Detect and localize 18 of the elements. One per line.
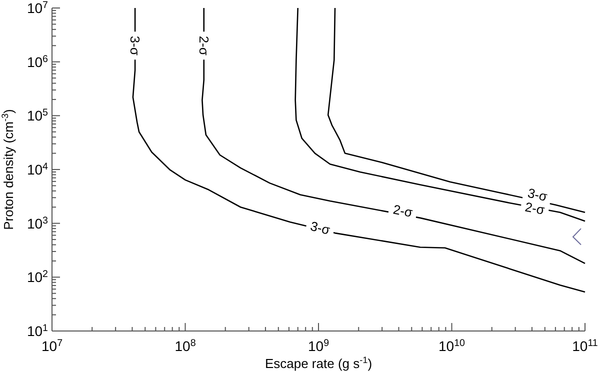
annotation: 3-σ	[308, 218, 332, 238]
x-tick-label: 10$^{7}$	[41, 338, 63, 354]
annotation: 2-σ	[392, 202, 414, 220]
annotation: 2-σ	[196, 36, 212, 56]
x-tick-label: 10$^{10}$	[438, 338, 466, 354]
x-axis-title: Escape rate (g s$^{-1}$)	[264, 355, 372, 371]
annotation: 2-σ	[524, 199, 546, 218]
y-tick-label: 10$^{3}$	[26, 214, 49, 232]
x-tick-label: 10$^{8}$	[174, 338, 196, 354]
y-tick-label: 10$^{2}$	[26, 268, 48, 286]
x-tick-label: 10$^{9}$	[308, 338, 330, 354]
y-tick-label: 10$^{4}$	[26, 161, 49, 178]
y-tick-label: 10$^{7}$	[26, 0, 48, 16]
annotation: 3-σ	[128, 36, 143, 56]
x-tick-label: 10$^{11}$	[572, 338, 598, 354]
y-tick-label: 10$^{1}$	[26, 322, 48, 339]
y-tick-label: 10$^{6}$	[26, 53, 49, 70]
y-tick-label: 10$^{5}$	[26, 107, 49, 124]
